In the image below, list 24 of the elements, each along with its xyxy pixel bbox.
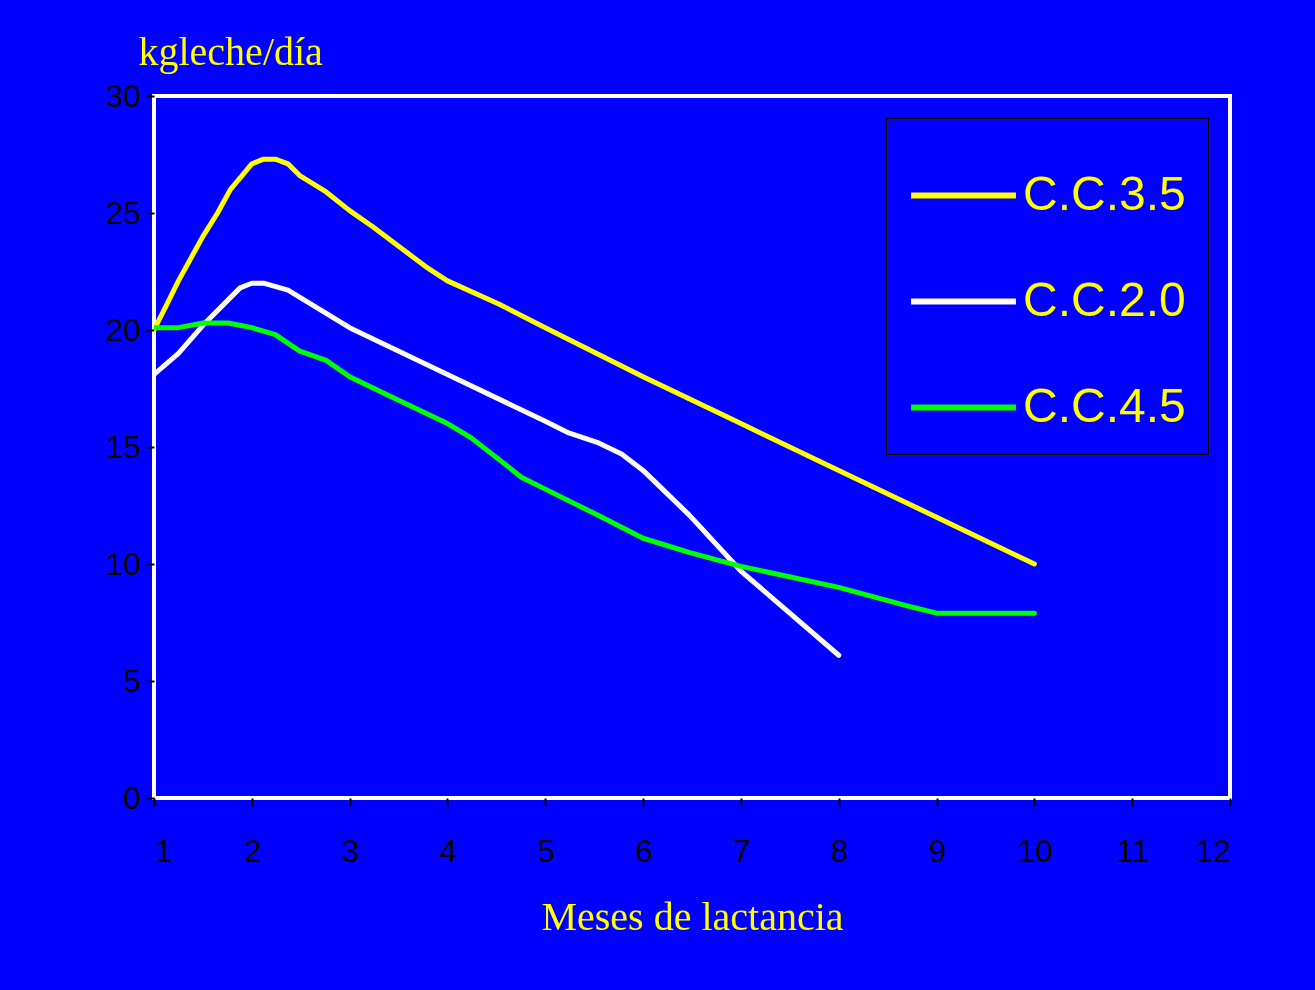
x-tick-label: 6 [634, 832, 653, 869]
x-tick-label: 9 [928, 832, 946, 869]
x-tick-label: 10 [1017, 832, 1053, 869]
x-tick-label: 5 [536, 832, 555, 869]
y-tick-label: 15 [104, 428, 141, 465]
x-tick-label: 1 [154, 832, 173, 869]
y-tick-label: 20 [104, 311, 141, 348]
x-tick-label: 7 [732, 832, 751, 869]
y-tick-label: 25 [104, 194, 141, 231]
legend-label: C.C.4.5 [1023, 378, 1186, 432]
y-tick-label: 0 [122, 779, 141, 816]
y-tick-label: 30 [104, 77, 141, 114]
legend-label: C.C.3.5 [1023, 166, 1186, 220]
x-tick-label: 2 [243, 832, 262, 869]
x-tick-label: 8 [830, 832, 849, 869]
y-tick-label: 10 [104, 545, 141, 582]
legend-label: C.C.2.0 [1023, 272, 1186, 326]
y-axis-title: kgleche/día [138, 28, 324, 74]
x-tick-label: 12 [1194, 832, 1231, 869]
x-tick-label: 3 [341, 832, 360, 869]
x-axis-title: Meses de lactancia [541, 893, 844, 939]
x-tick-label: 4 [439, 832, 457, 869]
y-tick-label: 5 [122, 662, 141, 699]
x-tick-label: 11 [1116, 832, 1150, 869]
